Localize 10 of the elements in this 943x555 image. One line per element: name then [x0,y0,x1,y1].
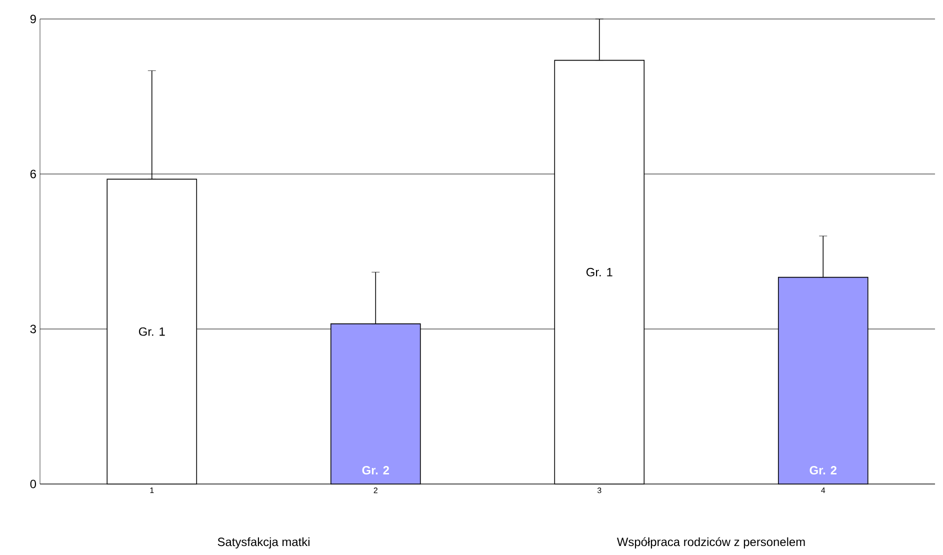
y-tick-label: 6 [30,170,36,178]
y-tick-label: 3 [30,324,36,334]
text: Współpraca rodziców z personelem [616,537,805,548]
text: Gr. 2 [810,466,836,474]
text: Gr. 1 [586,268,612,276]
series-label: Gr. 1 [138,327,165,336]
series-label: Gr. 2 [362,466,389,474]
y-tick-label: 9 [30,14,36,24]
text: Satysfakcja matki [218,537,310,548]
y-tick-label: 0 [30,480,36,488]
